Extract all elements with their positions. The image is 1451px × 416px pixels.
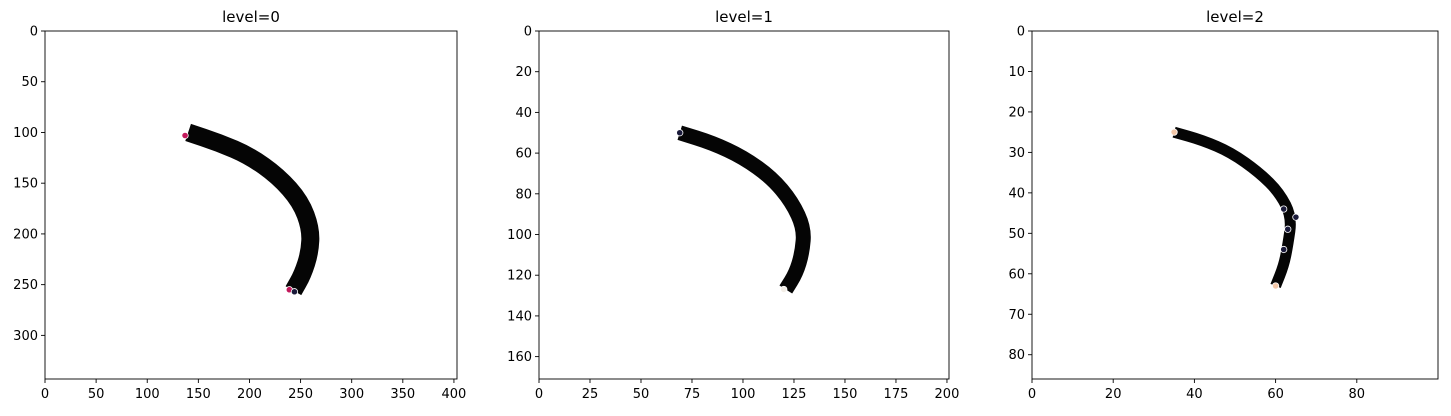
marker-point-1: [1272, 282, 1280, 290]
y-tick-label: 10: [1008, 65, 1025, 80]
x-tick-label: 75: [684, 387, 701, 402]
marker-point-3: [1292, 213, 1300, 221]
curve-line: [677, 125, 811, 294]
y-tick-label: 80: [1008, 348, 1025, 363]
y-tick-label: 60: [515, 147, 532, 162]
x-tick-label: 0: [41, 387, 49, 402]
x-tick-label: 25: [582, 387, 599, 402]
subplot-1: level=1 0 25 50 75 100 125 150 175 200 0 20 40 60 80 10…: [507, 8, 959, 402]
marker-point-0: [1170, 128, 1178, 136]
x-tick-label: 100: [731, 387, 756, 402]
x-tick-label: 50: [633, 387, 650, 402]
y-tick-label: 40: [515, 106, 532, 121]
x-tick-label: 150: [833, 387, 858, 402]
x-tick-label: 150: [186, 387, 211, 402]
y-tick-label: 140: [507, 309, 532, 324]
marker-point-2: [290, 288, 299, 296]
y-tick-label: 100: [13, 126, 38, 141]
x-tick-label: 0: [1028, 387, 1036, 402]
curve-line: [185, 123, 320, 296]
y-tick-label: 0: [524, 25, 532, 40]
axes-frame: [1031, 30, 1439, 380]
x-tick-label: 400: [442, 387, 467, 402]
y-tick-label: 200: [13, 227, 38, 242]
y-tick-label: 120: [507, 269, 532, 284]
marker-point-2: [1280, 205, 1288, 213]
y-tick-label: 300: [13, 329, 38, 344]
x-tick-label: 100: [135, 387, 160, 402]
x-tick-label: 175: [884, 387, 909, 402]
subplot-0: level=0 0 50 100 150 200 250 300 350 400 0 50 100 150…: [13, 8, 466, 402]
marker-point-1: [780, 285, 788, 294]
y-tick-label: 60: [1008, 267, 1025, 282]
marker-point-0: [676, 129, 684, 137]
x-tick-label: 250: [288, 387, 313, 402]
y-tick-label: 100: [507, 228, 532, 243]
y-tick-label: 50: [1008, 227, 1025, 242]
x-tick-label: 350: [390, 387, 415, 402]
x-tick-label: 200: [935, 387, 960, 402]
y-tick-label: 150: [13, 177, 38, 192]
y-tick-label: 250: [13, 278, 38, 293]
subplot-title: level=1: [715, 8, 773, 26]
marker-point-4: [1284, 225, 1292, 233]
y-tick-label: 20: [515, 65, 532, 80]
y-tick-label: 80: [515, 187, 532, 202]
y-tick-label: 70: [1008, 308, 1025, 323]
subplot-2: level=2 0 20 40 60 80 0 10 20 30 40 50 60 70 80: [1008, 8, 1439, 402]
y-tick-label: 0: [30, 25, 38, 40]
y-tick-label: 40: [1008, 186, 1025, 201]
axes-frame: [538, 30, 950, 380]
subplot-title: level=0: [222, 8, 280, 26]
marker-point-5: [1280, 245, 1288, 254]
x-tick-label: 40: [1186, 387, 1203, 402]
y-tick-label: 160: [507, 350, 532, 365]
x-tick-label: 80: [1349, 387, 1366, 402]
x-tick-label: 60: [1267, 387, 1284, 402]
y-tick-label: 30: [1008, 146, 1025, 161]
x-tick-label: 300: [339, 387, 364, 402]
y-tick-label: 0: [1017, 25, 1025, 40]
y-tick-label: 50: [21, 75, 38, 90]
y-tick-label: 20: [1008, 105, 1025, 120]
subplot-title: level=2: [1206, 8, 1264, 26]
x-tick-label: 0: [535, 387, 543, 402]
subplots: level=00 50 100 150 200 250 300 350 400050100150…: [13, 8, 1439, 402]
x-tick-label: 200: [237, 387, 262, 402]
x-tick-label: 50: [88, 387, 105, 402]
x-tick-label: 125: [782, 387, 807, 402]
x-tick-label: 20: [1105, 387, 1122, 402]
marker-point-0: [181, 131, 189, 140]
axes-frame: [44, 30, 458, 380]
